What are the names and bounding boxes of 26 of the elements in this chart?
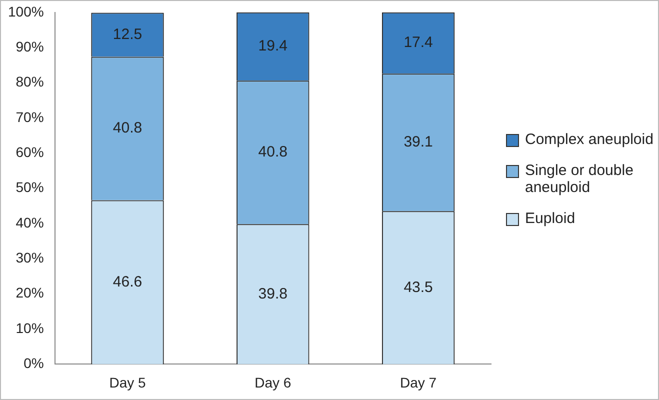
data-label: 19.4 [258, 38, 288, 55]
data-label: 43.5 [404, 278, 433, 296]
data-label: 40.8 [258, 144, 288, 161]
y-tick-label: 50% [16, 179, 44, 196]
y-tick-label: 90% [16, 38, 44, 54]
legend-label: Euploid [525, 210, 576, 227]
y-tick-label: 80% [16, 74, 44, 90]
y-tick-label: 10% [16, 320, 44, 336]
data-label: 12.5 [112, 26, 142, 43]
data-label: 17.4 [404, 34, 433, 52]
x-tick-label: Day 6 [254, 374, 292, 390]
legend-label: Single or double aneuploid [525, 162, 634, 196]
y-tick-label: 30% [16, 250, 44, 266]
data-label: 39.1 [404, 134, 433, 151]
y-tick-label: 70% [16, 108, 44, 125]
y-tick-label: 0% [24, 355, 44, 372]
data-label: 39.8 [258, 285, 288, 302]
data-label: 40.8 [112, 120, 142, 137]
x-tick-label: Day 7 [400, 374, 437, 390]
y-tick-label: 40% [16, 214, 44, 230]
x-tick-label: Day 5 [109, 374, 146, 390]
y-tick-label: 100% [8, 3, 44, 20]
y-tick-label: 60% [16, 144, 44, 160]
legend-label: Complex aneuploid [525, 131, 654, 148]
y-tick-label: 20% [16, 284, 44, 301]
data-label: 46.6 [112, 273, 142, 290]
